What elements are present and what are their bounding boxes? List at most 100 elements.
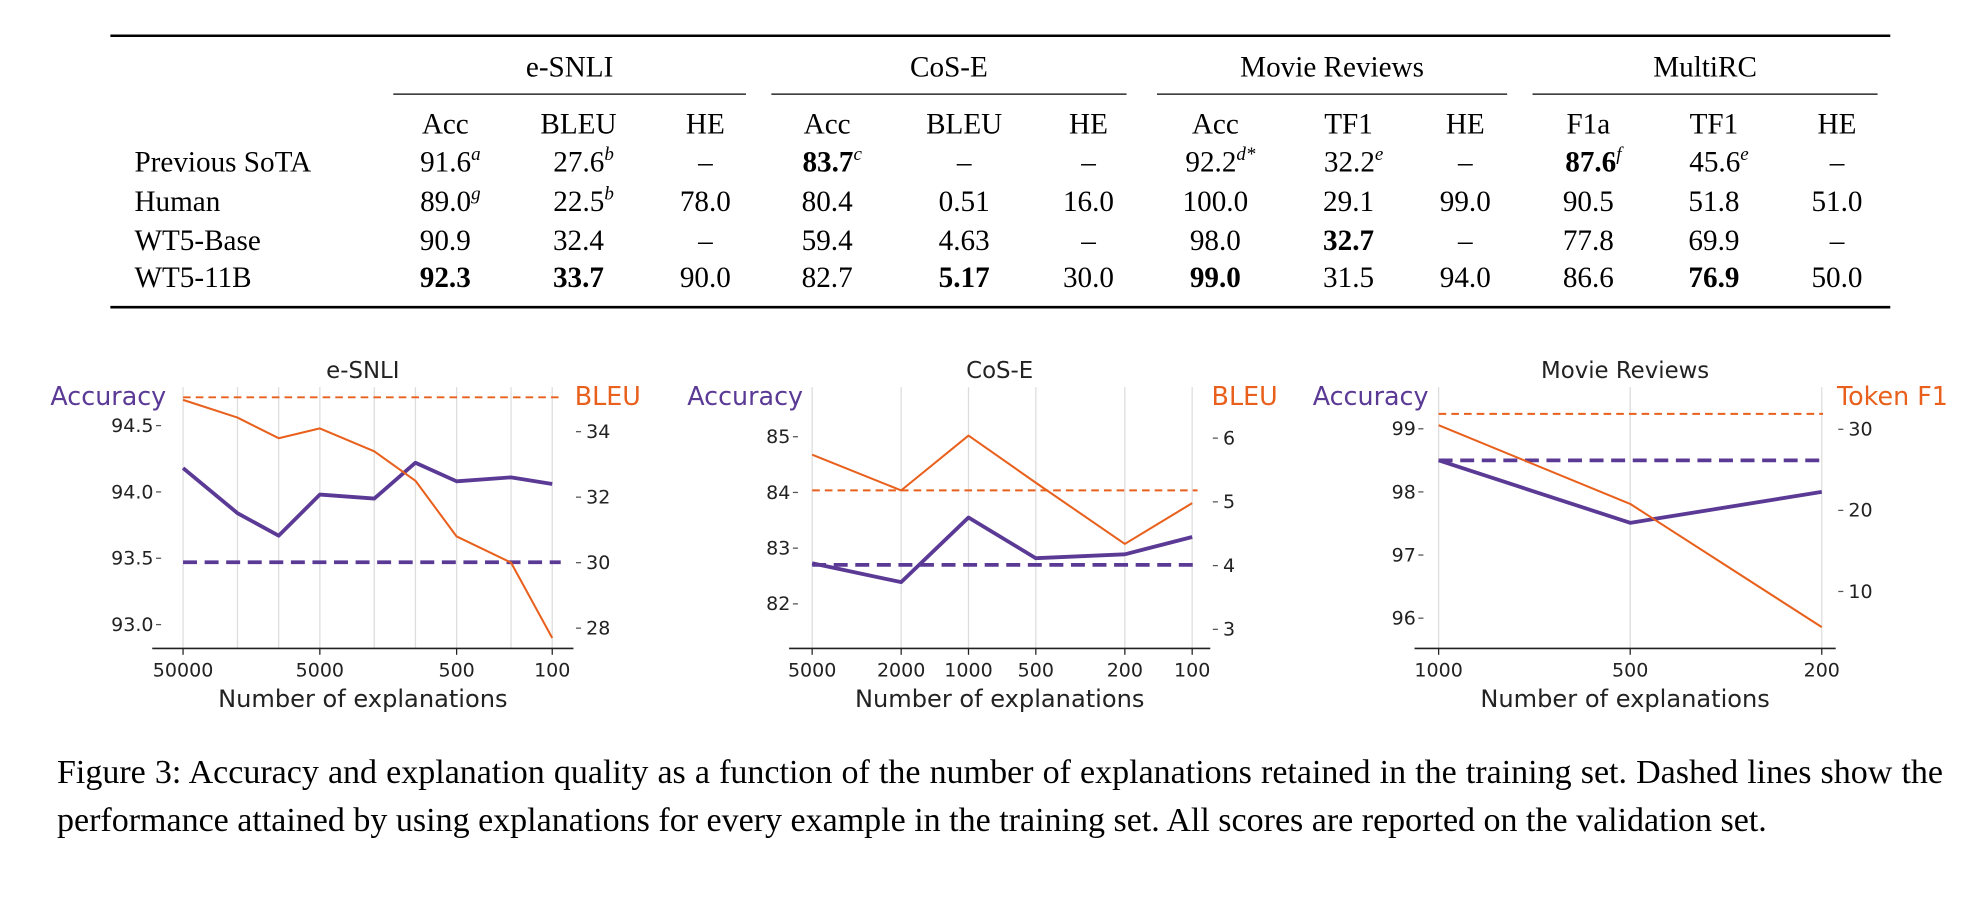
column-header: HE [1818, 108, 1857, 140]
table-cell: 86.6 [1563, 262, 1614, 294]
row-label: Previous SoTA [134, 146, 311, 178]
table-cell: 89.0g [420, 183, 481, 217]
cell-value: 27.6 [553, 146, 604, 178]
cell-value: – [1457, 225, 1473, 257]
column-header: HE [1069, 108, 1108, 140]
y-tick-label: 83 [766, 538, 790, 560]
x-tick-label: 50000 [153, 659, 214, 681]
table-cell: 92.2d* [1185, 144, 1256, 178]
table-cell: 83.7c [802, 144, 862, 178]
y-tick-label: 82 [766, 593, 790, 615]
table-cell: 87.6f [1565, 144, 1624, 178]
y-tick-label: 94.0 [111, 481, 153, 503]
cell-value: 78.0 [680, 186, 731, 218]
table-cell: 51.8 [1688, 186, 1739, 218]
x-tick-label: 5000 [296, 659, 344, 681]
table-cell: 5.17 [939, 262, 990, 294]
y2-tick-label: 28 [586, 618, 610, 640]
y-tick-label: 94.5 [111, 415, 153, 437]
chart-title: e-SNLI [326, 358, 399, 384]
cell-value: 90.0 [680, 262, 731, 294]
table-cell: – [697, 146, 713, 178]
x-tick-label: 1000 [944, 659, 992, 681]
cell-value: 90.5 [1563, 186, 1614, 218]
x-tick-label: 1000 [1414, 659, 1462, 681]
x-axis-label: Number of explanations [855, 685, 1144, 713]
x-tick-label: 500 [438, 659, 474, 681]
cell-value: 32.4 [553, 225, 604, 257]
cell-value: 45.6 [1689, 146, 1740, 178]
x-tick-label: 500 [1612, 659, 1648, 681]
group-header: e-SNLI [526, 51, 613, 83]
cell-superscript: d* [1236, 144, 1256, 165]
series-line [811, 515, 1193, 585]
cell-value: – [1080, 225, 1096, 257]
group-header: MultiRC [1653, 51, 1757, 83]
table-cell: 78.0 [680, 186, 731, 218]
cell-value: 69.9 [1688, 225, 1739, 257]
column-header: F1a [1566, 108, 1610, 140]
x-tick-label: 100 [1174, 659, 1210, 681]
table-cell: 51.0 [1811, 186, 1862, 218]
table-cell: 31.5 [1323, 262, 1374, 294]
y2-tick-label: 20 [1848, 500, 1872, 522]
y2-tick-label: 5 [1223, 491, 1235, 513]
cell-superscript: e [1740, 144, 1749, 165]
y2-tick-label: 10 [1848, 581, 1872, 603]
cell-value: 29.1 [1323, 186, 1374, 218]
cell-value: 51.0 [1811, 186, 1862, 218]
cell-value: 51.8 [1688, 186, 1739, 218]
y-axis-label: Accuracy [1313, 381, 1429, 411]
column-header: Acc [422, 108, 469, 140]
column-header: TF1 [1690, 108, 1739, 140]
cell-value: 33.7 [553, 262, 604, 294]
table-cell: 33.7 [553, 262, 604, 294]
y2-axis-label: Token F1 [1836, 381, 1948, 411]
cell-superscript: f [1616, 144, 1624, 165]
y2-tick-label: 32 [586, 487, 610, 509]
table-cell: 90.5 [1563, 186, 1614, 218]
cell-superscript: a [471, 144, 481, 165]
column-header: BLEU [540, 108, 616, 140]
y-tick-label: 97 [1392, 544, 1416, 566]
y-axis-label: Accuracy [687, 381, 803, 411]
table-cell: 90.9 [420, 225, 471, 257]
table-cell: – [1829, 146, 1845, 178]
cell-value: 90.9 [420, 225, 471, 257]
cell-superscript: b [604, 183, 614, 204]
table-cell: 98.0 [1190, 225, 1241, 257]
column-header: Acc [804, 108, 851, 140]
series-line [182, 398, 554, 639]
table-cell: 32.4 [553, 225, 604, 257]
table-cell: 90.0 [680, 262, 731, 294]
table-cell: 76.9 [1688, 262, 1739, 294]
cell-value: – [1829, 146, 1845, 178]
group-header: CoS-E [910, 51, 988, 83]
cell-value: – [1080, 146, 1096, 178]
cell-value: 83.7 [802, 146, 853, 178]
cell-value: 5.17 [939, 262, 990, 294]
x-tick-label: 200 [1107, 659, 1143, 681]
series-line [181, 460, 553, 538]
cell-value: 59.4 [802, 225, 853, 257]
y-tick-label: 96 [1392, 608, 1416, 630]
y2-tick-label: 4 [1223, 555, 1235, 577]
row-label: WT5-Base [134, 225, 260, 257]
cell-superscript: e [1375, 144, 1384, 165]
y2-tick-label: 30 [1848, 419, 1872, 441]
table-cell: 16.0 [1063, 186, 1114, 218]
chart-title: Movie Reviews [1541, 358, 1709, 384]
table-cell: 99.0 [1440, 186, 1491, 218]
x-tick-label: 2000 [877, 659, 925, 681]
table-cell: 50.0 [1811, 262, 1862, 294]
cell-value: 22.5 [553, 186, 604, 218]
table-cell: – [1080, 146, 1096, 178]
table-cell: 45.6e [1689, 144, 1749, 178]
table-cell: 69.9 [1688, 225, 1739, 257]
group-header: Movie Reviews [1240, 51, 1424, 83]
cell-value: 32.7 [1323, 225, 1374, 257]
cell-value: 89.0 [420, 186, 471, 218]
y-axis-label: Accuracy [50, 381, 166, 411]
cell-value: – [697, 225, 713, 257]
cell-superscript: b [604, 144, 614, 165]
